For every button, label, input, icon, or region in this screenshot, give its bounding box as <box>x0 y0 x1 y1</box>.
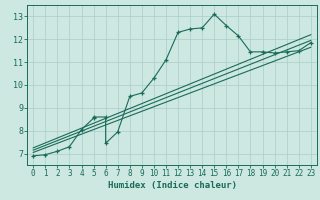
X-axis label: Humidex (Indice chaleur): Humidex (Indice chaleur) <box>108 181 236 190</box>
